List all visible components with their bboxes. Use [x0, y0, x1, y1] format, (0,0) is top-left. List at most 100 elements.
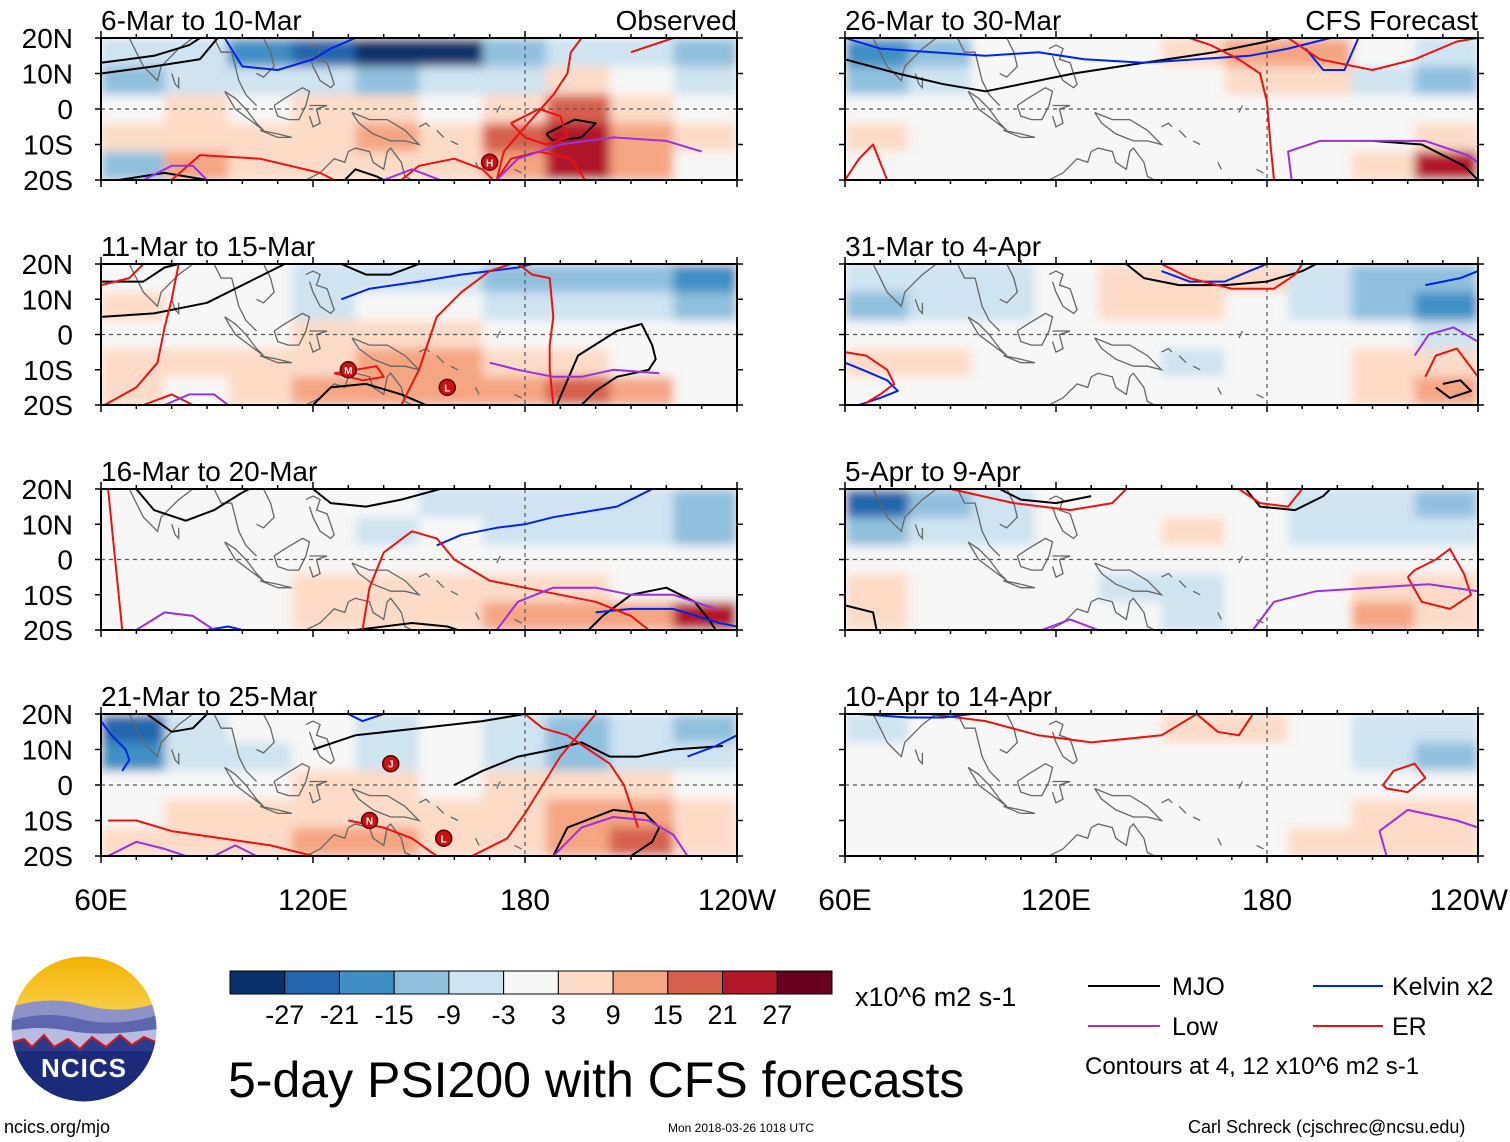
y-tick-label: 20N: [22, 699, 73, 730]
contour-mjo: [1372, 139, 1478, 180]
contour-mjo: [312, 489, 441, 508]
contour-er: [471, 714, 597, 856]
contour-mjo: [1125, 264, 1317, 287]
field-cell: [291, 799, 356, 829]
field-cell: [908, 742, 973, 772]
field-cell: [1034, 151, 1099, 180]
contour-low: [552, 816, 689, 856]
colorbar-swatch: [722, 970, 778, 995]
field-cell: [419, 38, 484, 67]
field-cell: [482, 320, 547, 350]
field-cell: [673, 489, 737, 518]
contour-er: [950, 489, 1128, 512]
field-cell: [1161, 151, 1226, 180]
contour-er: [361, 530, 650, 630]
contour-mjo: [845, 38, 1282, 93]
coastline: [128, 489, 522, 630]
field-cell: [1161, 66, 1226, 96]
field-cell: [609, 517, 674, 546]
field-cell: [482, 376, 547, 405]
contour-kelvin: [845, 38, 1331, 64]
field-cell: [1288, 827, 1352, 856]
field-cell: [1224, 348, 1289, 378]
y-tick-label: 10S: [23, 580, 73, 611]
period-label: 21-Mar to 25-Mar: [101, 681, 317, 712]
colorbar-tick-label: 21: [708, 1000, 738, 1030]
field-cell: [1034, 827, 1099, 856]
field-cell: [101, 38, 166, 67]
coastline: [128, 38, 522, 180]
contour-er: [143, 393, 194, 405]
x-tick-label: 180: [1242, 884, 1292, 917]
field-cell: [101, 573, 166, 603]
contour-mjo: [101, 264, 286, 318]
field-cell: [1161, 489, 1226, 518]
field-cell: [609, 151, 674, 180]
contour-mjo: [999, 489, 1092, 505]
field-cell: [355, 66, 420, 96]
field-cell: [1414, 66, 1478, 96]
x-tick-label: 180: [500, 884, 550, 917]
coastline: [872, 264, 1264, 405]
field-cell: [908, 601, 973, 630]
contour-mjo: [344, 168, 385, 180]
field-cell: [673, 376, 737, 405]
storm-marker: L: [434, 829, 453, 847]
field-cell: [101, 799, 166, 829]
field-cell: [1224, 742, 1289, 772]
contour-er: [1196, 714, 1254, 737]
field-cell: [1161, 292, 1226, 321]
panel-forecast-4: 10-Apr to 14-Apr: [839, 681, 1484, 863]
field-cell: [609, 264, 674, 293]
storm-letter: H: [486, 158, 493, 169]
field-cell: [609, 66, 674, 96]
field-cell: [1414, 292, 1478, 321]
contour-low: [1413, 326, 1478, 357]
contour-kelvin: [595, 607, 737, 628]
field-cell: [1288, 348, 1352, 378]
contour-low: [495, 136, 702, 180]
panel-observed-3: 20N 10N 0 10S 20S 16-Mar to 20-Mar: [22, 456, 743, 646]
storm-marker: J: [381, 754, 400, 773]
contour-low: [489, 361, 660, 378]
field-cell: [908, 573, 973, 603]
field-cell: [419, 489, 484, 518]
chart-title: 5-day PSI200 with CFS forecasts: [228, 1052, 964, 1108]
field-cell: [971, 376, 1036, 405]
field-cell: [1034, 376, 1099, 405]
field-cell: [1351, 714, 1416, 743]
y-tick-label: 10S: [23, 130, 73, 161]
field-cell: [228, 517, 293, 546]
field-cell: [1161, 517, 1226, 546]
contour-er: [1406, 547, 1472, 610]
footer-url[interactable]: ncics.org/mjo: [4, 1117, 110, 1137]
contour-kelvin: [1425, 270, 1478, 287]
colorbar-swatch: [503, 970, 559, 995]
field-cell: [1034, 489, 1099, 518]
field-cell: [482, 799, 547, 829]
contour-er: [171, 154, 335, 180]
field-cell: [228, 292, 293, 321]
field-cell: [971, 151, 1036, 180]
field-cell: [355, 517, 420, 546]
coastline: [872, 489, 1264, 630]
field-cell: [609, 601, 674, 630]
field-cell: [845, 66, 909, 96]
y-tick-label: 10S: [23, 355, 73, 386]
field-cell: [482, 66, 547, 96]
ticks: [839, 707, 1484, 863]
ticks: [95, 482, 743, 637]
colorbar-tick-label: -27: [265, 1000, 304, 1030]
field-cell: [419, 264, 484, 293]
field-cell: [1414, 38, 1478, 67]
storm-marker: H: [480, 153, 499, 171]
y-tick-label: 20S: [23, 615, 73, 646]
contour-low: [213, 844, 257, 856]
field-cell: [1351, 264, 1416, 293]
y-tick-label: 0: [57, 320, 73, 351]
field-cell: [609, 292, 674, 321]
field-cell: [845, 264, 909, 293]
